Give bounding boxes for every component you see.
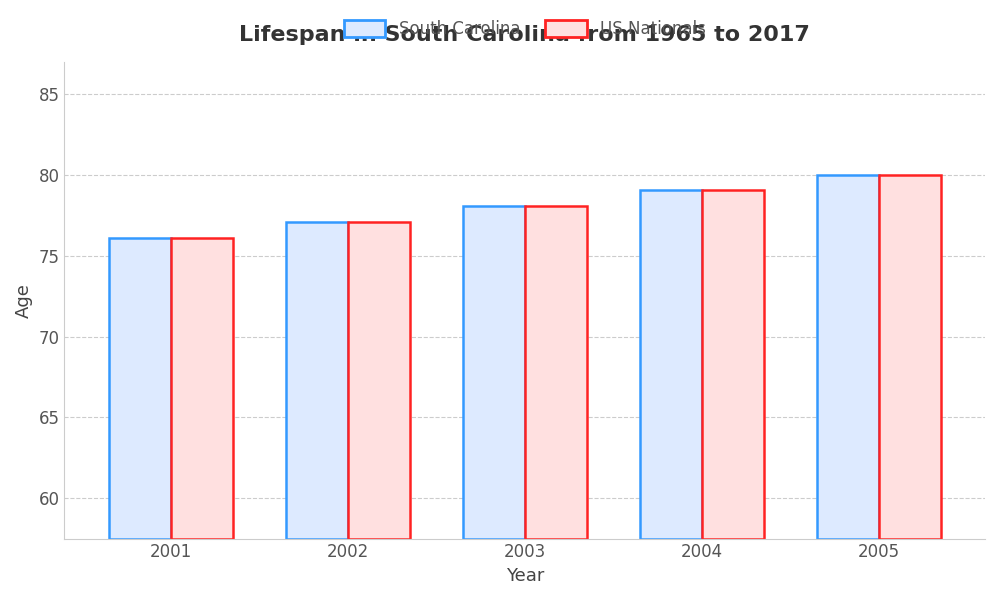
Bar — [109, 238, 171, 539]
Bar — [348, 222, 410, 539]
Bar — [286, 222, 348, 539]
Bar — [640, 190, 702, 539]
Bar — [702, 190, 764, 539]
Bar — [817, 175, 879, 539]
Legend: South Carolina, US Nationals: South Carolina, US Nationals — [337, 13, 713, 45]
X-axis label: Year: Year — [506, 567, 544, 585]
Bar — [463, 206, 525, 539]
Title: Lifespan in South Carolina from 1965 to 2017: Lifespan in South Carolina from 1965 to … — [239, 25, 810, 45]
Bar — [879, 175, 941, 539]
Bar — [525, 206, 587, 539]
Y-axis label: Age: Age — [15, 283, 33, 318]
Bar — [171, 238, 233, 539]
